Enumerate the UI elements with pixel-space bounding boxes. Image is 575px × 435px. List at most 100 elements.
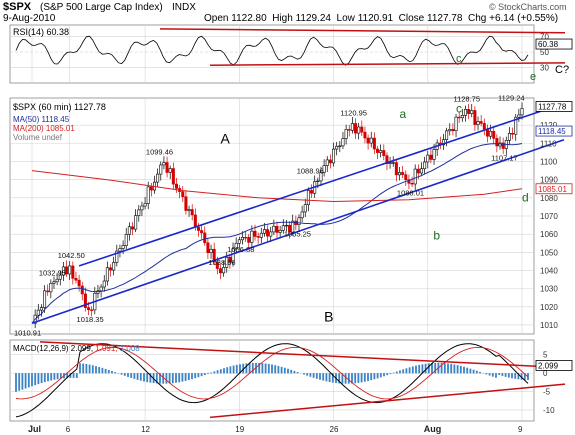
macd-tick-label: 0 (543, 369, 548, 378)
macd-histogram-bar (383, 373, 385, 377)
price-tick-label: 1010 (540, 321, 558, 330)
macd-histogram-bar (101, 367, 104, 374)
price-tick-label: 1040 (540, 266, 558, 275)
macd-histogram-bar (370, 373, 373, 381)
candle-body (222, 267, 226, 274)
candle-body (335, 145, 339, 150)
candle-body (58, 274, 62, 280)
macd-histogram-bar (447, 363, 449, 374)
candle-body (266, 229, 270, 237)
candle-body (90, 309, 94, 311)
pivot-price-label: 1010.91 (14, 328, 41, 337)
macd-histogram-bar (415, 365, 417, 374)
macd-histogram-bar (34, 373, 37, 386)
macd-histogram-bar (232, 365, 235, 374)
macd-histogram-bar (120, 373, 123, 375)
macd-histogram-bar (178, 373, 181, 383)
macd-histogram-bar (207, 373, 209, 374)
legend-entry: MA(50) 1118.45 (13, 115, 70, 124)
candle-body (517, 114, 521, 118)
macd-histogram-bar (181, 373, 184, 382)
ma50-line (31, 143, 523, 324)
macd-histogram-bar (98, 366, 101, 374)
macd-histogram-bar (347, 373, 350, 384)
candle-body (357, 126, 361, 134)
candle-body (87, 307, 91, 311)
candle-body (168, 168, 172, 173)
macd-histogram-bar (187, 373, 190, 381)
macd-histogram-bar (386, 373, 389, 376)
price-tick-label: 1100 (540, 158, 558, 167)
legend-entry: MA(200) 1085.01 (13, 124, 75, 133)
candle-body (410, 183, 414, 185)
macd-histogram-bar (59, 373, 62, 379)
index-name: (S&P 500 Large Cap Index) (40, 2, 163, 13)
macd-histogram-bar (456, 365, 459, 374)
candle-body (269, 231, 273, 237)
macd-histogram-bar (235, 364, 238, 374)
macd-histogram-bar (309, 373, 312, 377)
macd-panel (9, 339, 535, 422)
candle-body (316, 180, 320, 182)
legend-entry: Volume undef (13, 133, 63, 142)
pivot-price-label: 1099.46 (146, 148, 173, 157)
candle-body (234, 242, 238, 250)
candle-body (140, 205, 144, 211)
macd-histogram-bar (245, 363, 248, 374)
candle-body (203, 232, 207, 244)
macd-histogram-bar (290, 369, 293, 374)
candle-body (127, 226, 131, 235)
candle-body (457, 116, 461, 119)
macd-histogram-bar (184, 373, 187, 381)
candle-body (385, 155, 389, 164)
candle-body (366, 137, 370, 144)
macd-histogram-bar (504, 373, 507, 377)
macd-histogram-bar (472, 369, 475, 374)
macd-histogram-bar (443, 363, 446, 374)
macd-histogram-bar (143, 373, 145, 382)
candle-body (218, 268, 222, 274)
macd-histogram-bar (408, 367, 411, 374)
candle-body (256, 236, 260, 238)
candle-body (105, 267, 109, 282)
macd-histogram-bar (466, 367, 469, 374)
macd-histogram-bar (514, 373, 517, 379)
macd-histogram-bar (315, 373, 318, 379)
price-tick-label: 1090 (540, 176, 558, 185)
price-tick-label: 1020 (540, 303, 558, 312)
candle-body (310, 190, 314, 194)
macd-histogram-bar (267, 363, 270, 374)
macd-histogram-bar (191, 373, 193, 380)
macd-lower-trendline (209, 383, 566, 419)
candle-body (319, 172, 323, 182)
macd-histogram-bar (296, 372, 299, 374)
candle-body (272, 225, 276, 233)
pivot-price-label: 1088.96 (297, 167, 324, 176)
pivot-price-label: 1129.24 (498, 93, 525, 102)
macd-label-part: 2.099, (71, 344, 95, 353)
low-value: 1120.91 (357, 13, 394, 24)
macd-histogram-bar (498, 373, 501, 376)
macd-histogram-bar (440, 362, 443, 374)
price-tick-label: 1080 (540, 194, 558, 203)
macd-histogram-bar (495, 373, 497, 378)
rsi-annotation-e: e (530, 71, 536, 83)
chg-label: Chg (467, 13, 487, 24)
candle-body (325, 159, 329, 166)
macd-histogram-bar (15, 373, 17, 392)
candle-body (149, 186, 153, 191)
candle-body (394, 162, 398, 176)
candle-body (77, 279, 81, 287)
macd-histogram-bar (69, 373, 72, 378)
candle-body (520, 108, 524, 116)
macd-histogram-bar (50, 373, 53, 381)
ma200-line (31, 170, 523, 203)
watermark: © StockCharts.com (489, 2, 567, 12)
macd-histogram-bar (130, 373, 133, 378)
candle-body (511, 132, 515, 135)
macd-histogram-bar (328, 373, 331, 383)
rsi-tick-label: 50 (540, 48, 549, 57)
candle-body (451, 129, 455, 132)
macd-histogram-bar (72, 373, 75, 378)
macd-histogram-bar (104, 368, 107, 374)
